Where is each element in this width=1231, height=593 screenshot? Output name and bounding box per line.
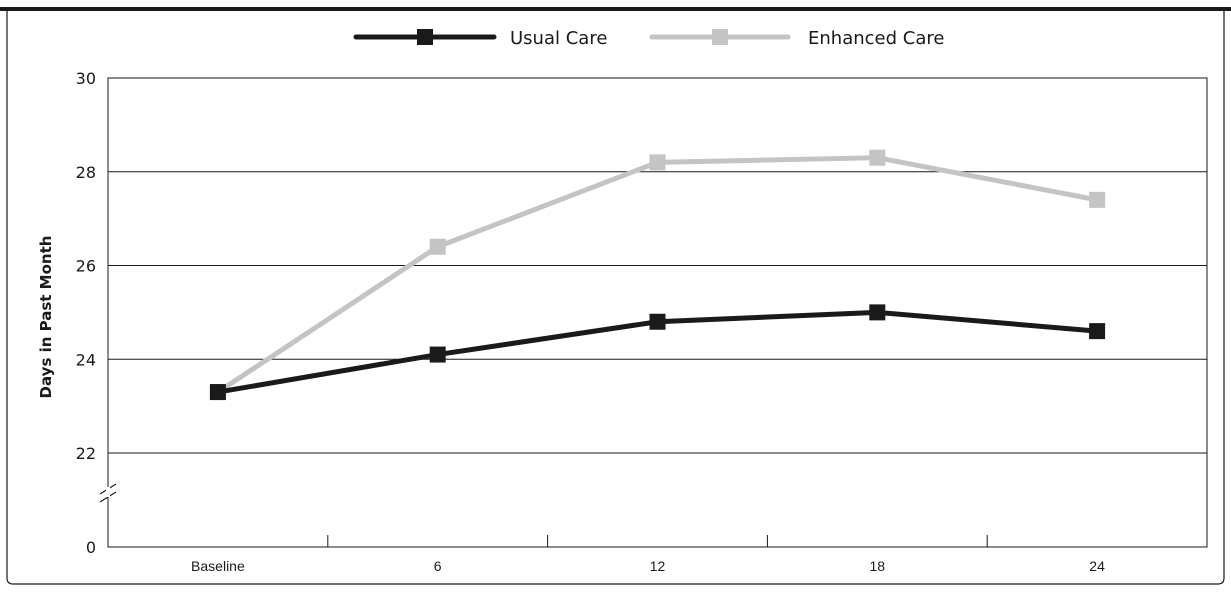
y-tick-label: 28 <box>76 163 96 182</box>
plot-area <box>107 77 1208 548</box>
x-tick-label: 24 <box>1089 558 1105 574</box>
y-tick-label: 30 <box>76 69 96 88</box>
y-tick-label: 26 <box>76 257 96 276</box>
series-layer <box>209 149 1106 401</box>
x-tick-labels: Baseline 6 12 18 24 <box>191 558 1105 574</box>
legend: Usual Care Enhanced Care <box>353 28 944 49</box>
series-line <box>216 155 1098 395</box>
data-point-marker <box>209 384 226 401</box>
x-tick-label: 18 <box>870 558 886 574</box>
series-usual-care <box>209 304 1106 401</box>
data-point-marker <box>429 238 446 255</box>
data-point-marker <box>649 154 666 171</box>
data-point-marker <box>649 313 666 330</box>
outer-frame <box>6 11 1225 585</box>
data-point-marker <box>429 346 446 363</box>
x-tick-label: Baseline <box>191 558 245 574</box>
y-tick-label: 0 <box>86 538 96 557</box>
legend-marker <box>417 29 433 45</box>
data-point-marker <box>869 149 886 166</box>
legend-label: Enhanced Care <box>808 28 944 49</box>
y-tick-labels: 0 22 24 26 28 30 <box>76 69 96 557</box>
legend-label: Usual Care <box>510 28 607 49</box>
y-axis-label: Days in Past Month <box>37 236 55 399</box>
data-point-marker <box>1089 191 1106 208</box>
y-tick-label: 24 <box>76 350 96 369</box>
legend-marker <box>712 29 728 45</box>
legend-item: Enhanced Care <box>649 28 944 49</box>
x-tick-label: 6 <box>434 558 442 574</box>
series-enhanced-care <box>209 149 1106 401</box>
axis-break-gap <box>106 487 110 497</box>
axes <box>99 77 1208 548</box>
gridlines <box>108 171 1207 454</box>
y-tick-label: 22 <box>76 444 96 463</box>
legend-item: Usual Care <box>353 28 607 49</box>
data-point-marker <box>869 304 886 321</box>
x-tick-label: 12 <box>650 558 666 574</box>
data-point-marker <box>1089 323 1106 340</box>
